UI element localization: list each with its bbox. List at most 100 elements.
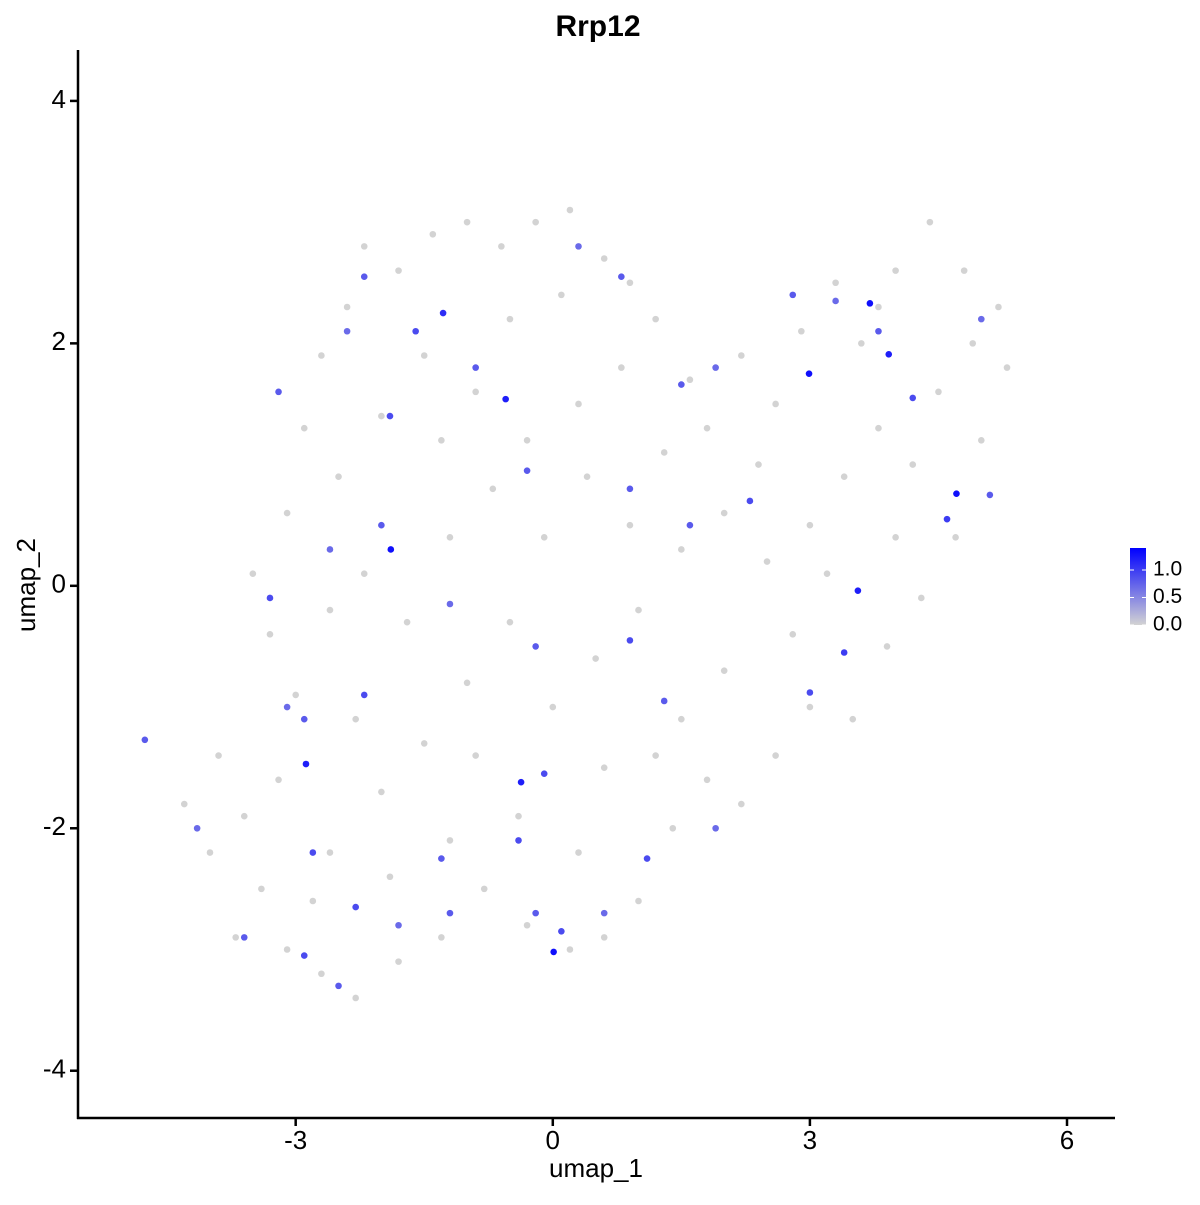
point — [712, 824, 719, 832]
point — [558, 291, 565, 299]
point — [953, 490, 960, 497]
point — [438, 934, 445, 941]
point — [909, 394, 917, 402]
point — [660, 697, 668, 705]
y-tick-label: 4 — [52, 84, 66, 114]
point — [523, 467, 531, 474]
point — [300, 952, 308, 959]
point — [566, 946, 574, 953]
point — [643, 855, 651, 862]
point — [275, 776, 282, 784]
point — [978, 437, 985, 444]
point — [387, 546, 395, 553]
point — [420, 352, 428, 359]
point — [575, 400, 582, 408]
point — [960, 267, 968, 274]
point — [240, 812, 248, 820]
point — [326, 606, 334, 614]
colorbar-label: 0.0 — [1153, 613, 1182, 636]
point — [858, 340, 865, 347]
point — [318, 970, 325, 978]
point — [600, 934, 608, 941]
point — [626, 521, 634, 529]
point — [232, 934, 239, 941]
point — [378, 788, 385, 796]
point — [875, 303, 882, 311]
point — [806, 689, 814, 696]
point — [823, 570, 831, 577]
point — [335, 473, 342, 481]
point — [266, 631, 274, 638]
point — [438, 437, 445, 444]
point — [832, 279, 839, 287]
point — [652, 752, 659, 759]
point — [558, 928, 565, 935]
point — [798, 327, 805, 335]
points — [141, 206, 1011, 1002]
point — [1003, 364, 1011, 371]
point — [540, 770, 548, 778]
point — [141, 736, 149, 744]
point — [909, 461, 917, 468]
point — [302, 760, 310, 768]
point — [772, 752, 779, 759]
point — [309, 849, 317, 856]
point — [489, 485, 497, 493]
point — [703, 776, 711, 784]
point — [378, 412, 385, 420]
point — [360, 273, 368, 280]
point — [266, 594, 274, 602]
point — [600, 909, 608, 917]
point — [300, 424, 308, 432]
point — [335, 982, 342, 990]
colorbar-label: 0.5 — [1153, 585, 1182, 608]
point — [523, 921, 531, 929]
colorbar — [1130, 548, 1146, 625]
point — [438, 855, 445, 862]
point — [502, 395, 509, 403]
point — [626, 485, 634, 493]
point — [918, 594, 925, 602]
point — [420, 740, 428, 747]
point — [446, 837, 454, 844]
point — [678, 381, 685, 388]
point — [669, 824, 677, 832]
point — [678, 546, 685, 553]
point — [180, 800, 188, 808]
point — [360, 570, 368, 577]
point — [360, 691, 368, 699]
point — [660, 449, 668, 456]
point — [446, 600, 454, 608]
point — [678, 715, 685, 723]
point — [626, 637, 634, 644]
x-axis-label: umap_1 — [549, 1153, 643, 1183]
point — [840, 649, 848, 656]
point — [720, 509, 728, 517]
point — [446, 534, 454, 541]
point — [403, 618, 411, 626]
point — [463, 218, 471, 226]
point — [215, 752, 222, 759]
point — [300, 715, 308, 723]
point — [532, 218, 539, 226]
point — [755, 461, 762, 468]
point — [789, 631, 797, 638]
y-tick-label: 2 — [52, 326, 66, 356]
point — [395, 921, 402, 929]
point — [618, 364, 625, 371]
point — [258, 885, 265, 893]
point — [772, 400, 779, 408]
point — [789, 291, 797, 299]
colorbar-label: 1.0 — [1153, 558, 1182, 581]
point — [952, 534, 959, 541]
point — [472, 388, 479, 396]
point — [854, 587, 862, 594]
point — [506, 618, 514, 626]
point — [892, 267, 899, 274]
point — [292, 691, 299, 699]
point — [395, 958, 402, 965]
point — [326, 546, 334, 553]
point — [618, 273, 625, 280]
point — [206, 849, 214, 856]
point — [360, 243, 368, 250]
